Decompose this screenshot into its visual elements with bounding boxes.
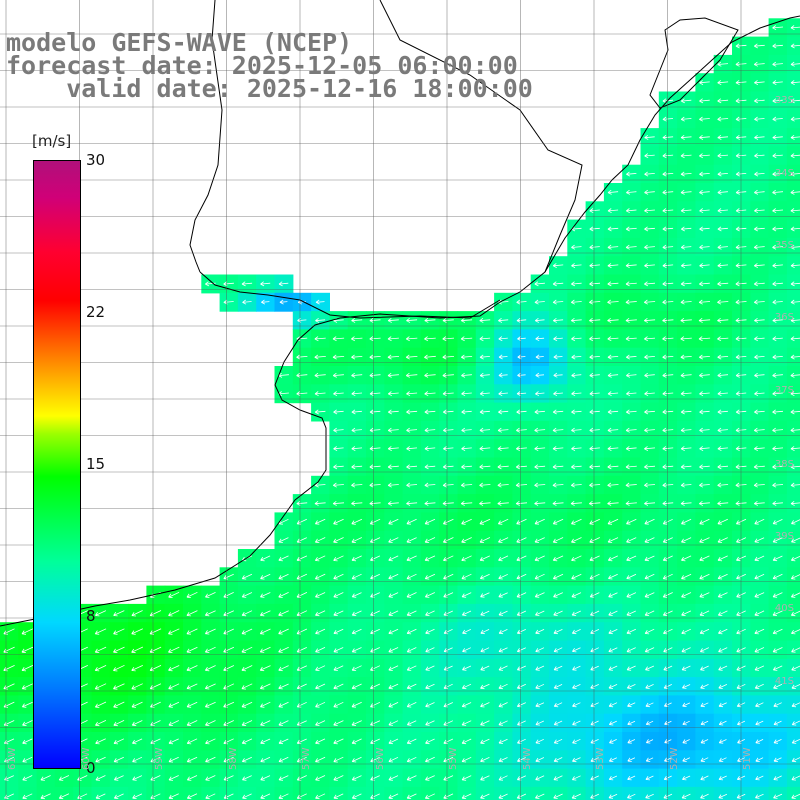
lon-label: 57W <box>301 747 312 770</box>
lon-label: 52W <box>669 747 680 770</box>
lon-label: 59W <box>154 747 165 770</box>
colorbar-unit-label: [m/s] <box>32 132 72 150</box>
wind-direction-arrows <box>3 25 800 800</box>
lon-label: 61W <box>7 747 18 770</box>
lon-label: 55W <box>448 747 459 770</box>
colorbar-tick-15: 15 <box>86 455 106 473</box>
lon-label: 51W <box>742 747 753 770</box>
lon-label: 53W <box>595 747 606 770</box>
border-uruguay <box>189 0 223 273</box>
lat-label: 34S <box>774 168 794 179</box>
lat-label: 38S <box>774 459 794 470</box>
lagoa-dos-patos <box>649 17 739 109</box>
lat-label: 33S <box>774 95 794 106</box>
lat-label: 37S <box>774 385 794 396</box>
colorbar-tick-8: 8 <box>86 607 96 625</box>
lon-label: 56W <box>375 747 386 770</box>
lat-label: 35S <box>774 240 794 251</box>
wind-speed-field <box>0 18 800 800</box>
lon-label: 60W <box>81 747 92 770</box>
lat-label: 39S <box>774 531 794 542</box>
colorbar <box>33 160 81 769</box>
river-plate-north-shore <box>199 271 501 319</box>
colorbar-tick-0: 0 <box>86 759 96 777</box>
title-valid-date: valid date: 2025-12-16 18:00:00 <box>6 74 533 103</box>
lat-label: 40S <box>774 603 794 614</box>
title-model: modelo GEFS-WAVE (NCEP) <box>6 28 353 57</box>
lon-label: 58W <box>228 747 239 770</box>
border-uruguay-brazil <box>379 0 583 273</box>
lon-label: 54W <box>522 747 533 770</box>
lat-label: 36S <box>774 312 794 323</box>
colorbar-tick-30: 30 <box>86 151 106 169</box>
lat-label: 41S <box>774 676 794 687</box>
colorbar-tick-22: 22 <box>86 303 106 321</box>
title-forecast-date: forecast date: 2025-12-05 06:00:00 <box>6 51 518 80</box>
